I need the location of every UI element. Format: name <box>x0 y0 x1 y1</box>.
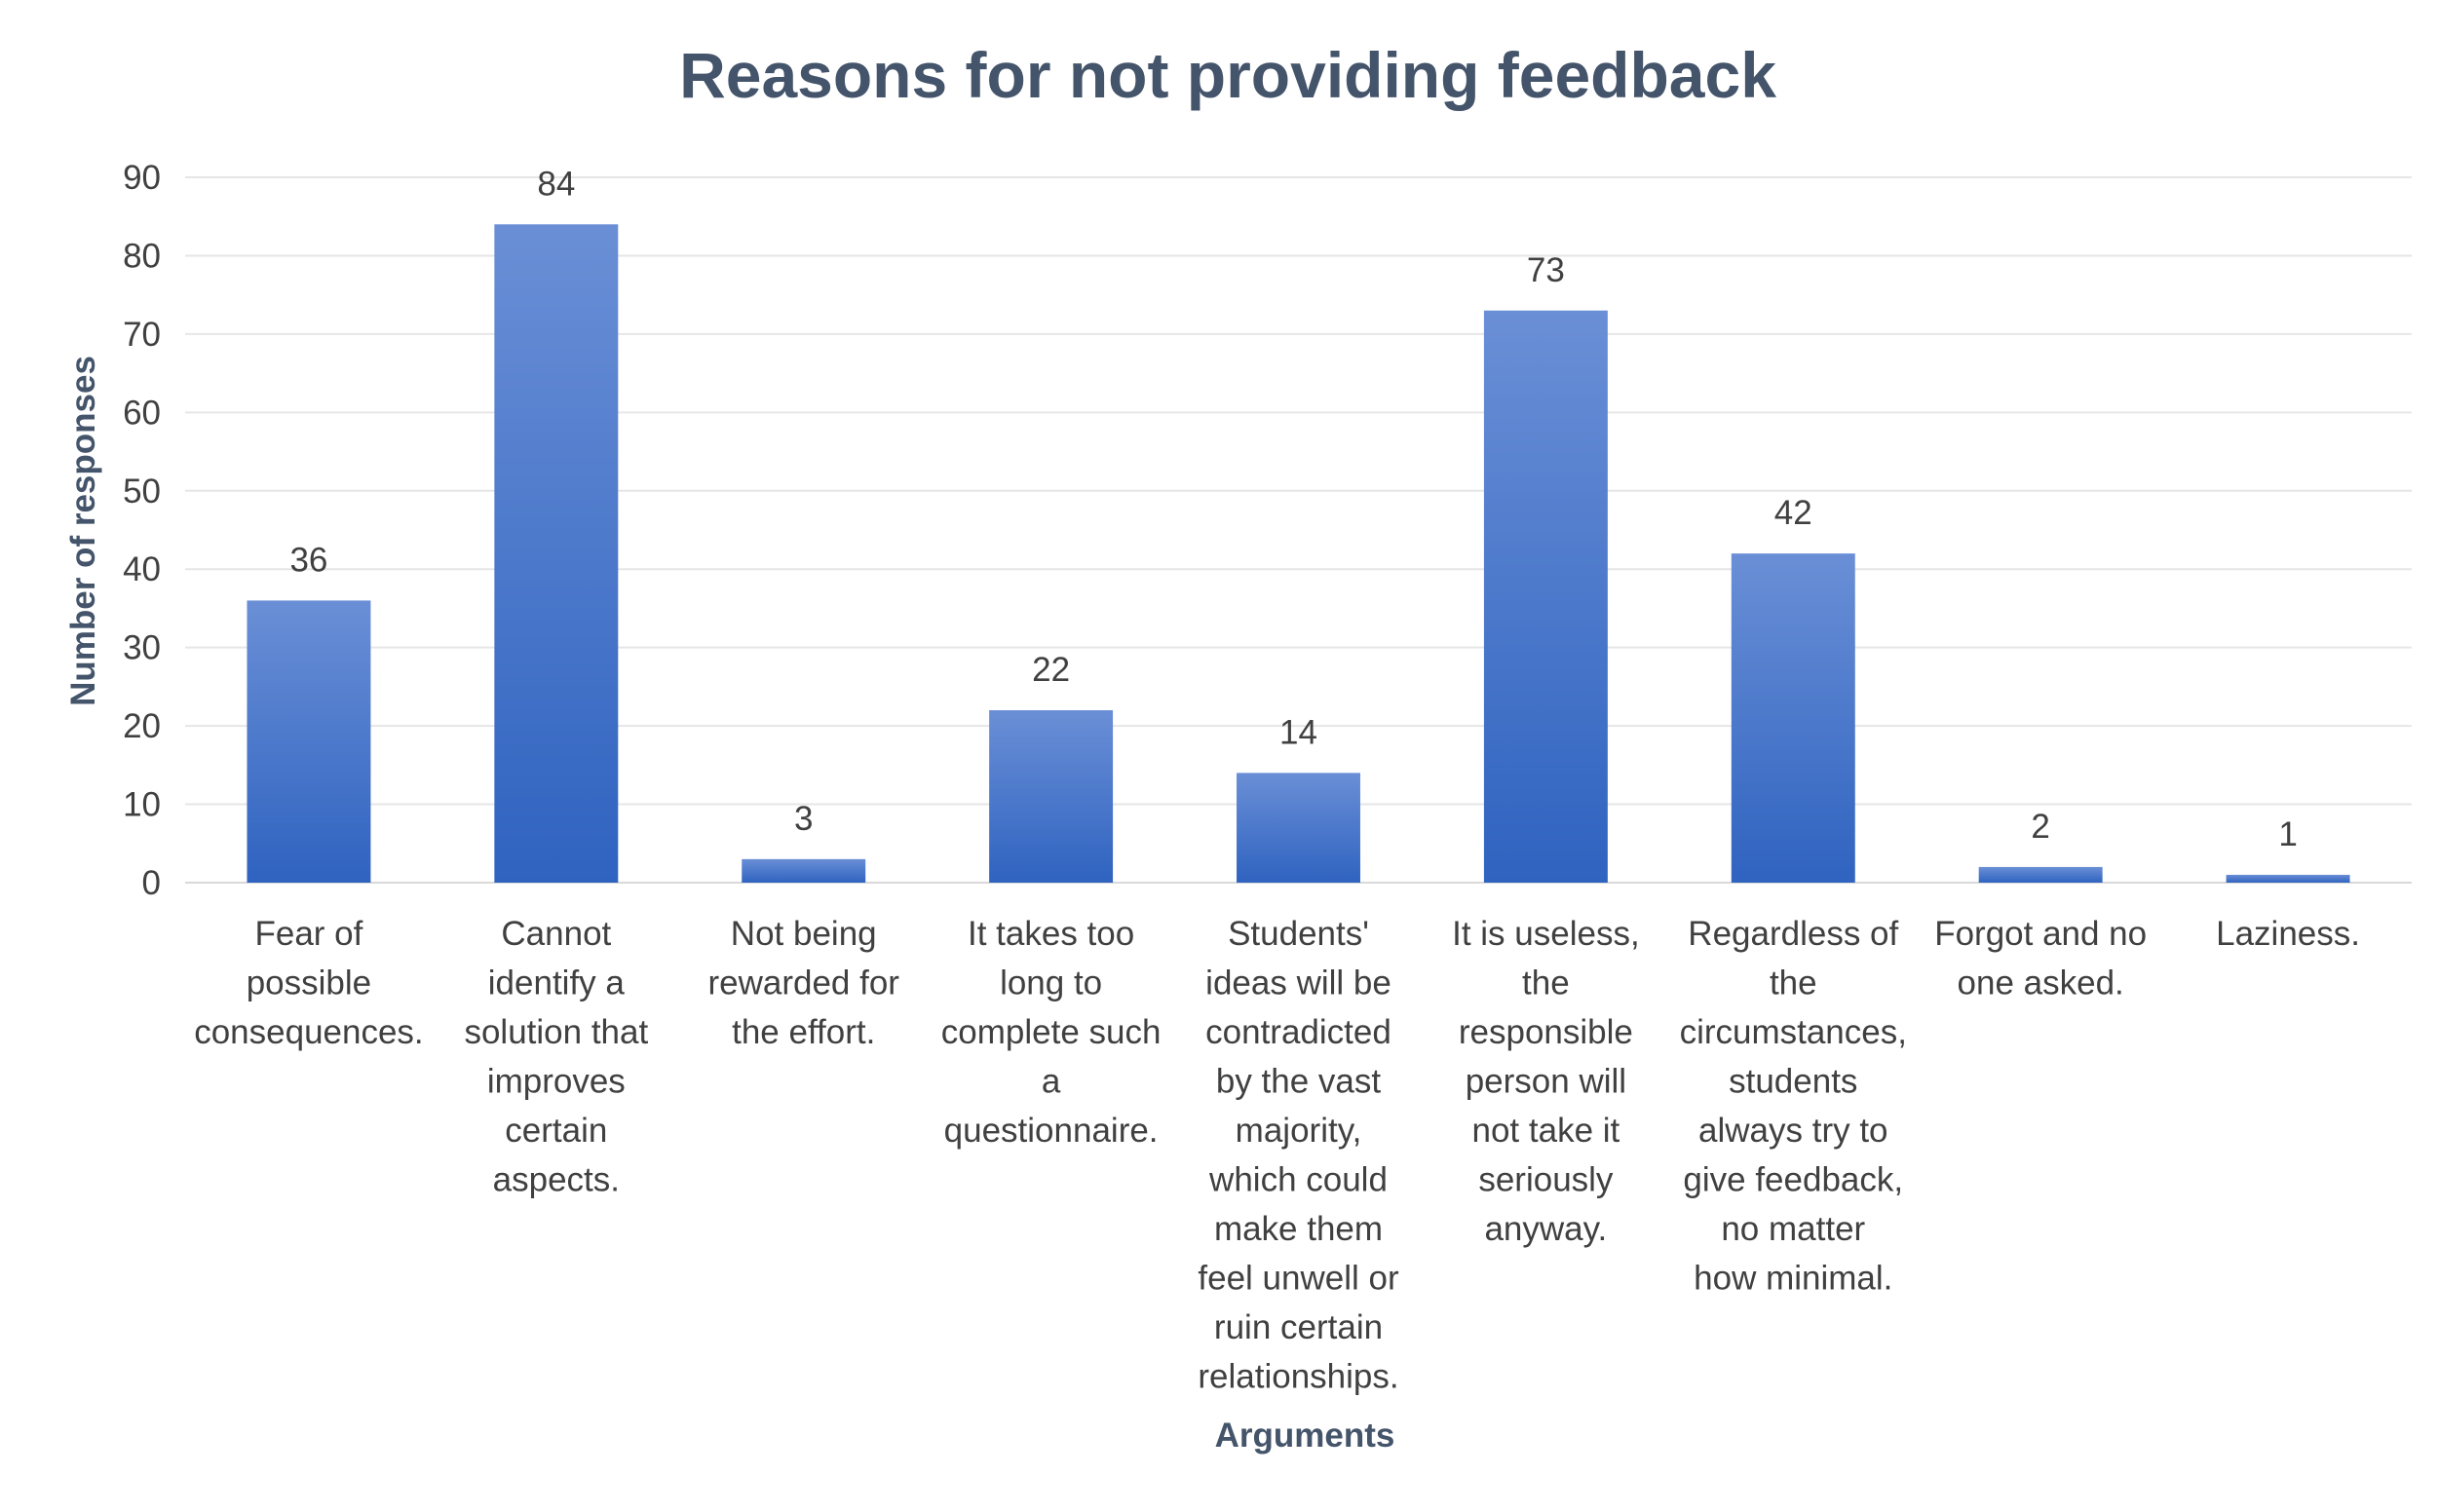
y-tick-label: 10 <box>123 786 161 824</box>
x-axis-categories: Fear of possible consequences. Cannot identi… <box>194 915 2360 1396</box>
category-label: Regardless of the circumstances, students al… <box>1680 915 1907 1298</box>
y-tick-label: 60 <box>123 394 161 432</box>
data-label: 2 <box>2031 808 2049 846</box>
data-label: 42 <box>1774 494 1812 532</box>
data-label: 1 <box>2278 815 2297 853</box>
category-label: It takes too long to complete such a questio… <box>941 915 1162 1150</box>
y-tick-label: 20 <box>123 707 161 745</box>
category-label: It is useless, the responsible person will n… <box>1452 915 1640 1248</box>
data-label: 22 <box>1032 651 1070 689</box>
chart-title: Reasons for not providing feedback <box>679 39 1776 111</box>
bar <box>247 600 371 883</box>
y-tick-label: 40 <box>123 550 161 588</box>
bar <box>1731 553 1855 883</box>
category-label: Fear of possible consequences. <box>194 915 423 1051</box>
data-label: 84 <box>537 165 575 203</box>
category-label: Laziness. <box>2216 915 2360 953</box>
category-label: Forgot and no one asked. <box>1934 915 2147 1002</box>
bar <box>989 710 1114 883</box>
y-tick-label: 90 <box>123 159 161 197</box>
category-label: Students' ideas will be contradicted by the… <box>1198 915 1399 1396</box>
data-labels: 36 84 3 22 14 73 42 2 1 <box>289 165 2297 853</box>
y-tick-label: 50 <box>123 472 161 510</box>
bar <box>742 858 866 883</box>
y-axis-ticks: 0 10 20 30 40 50 60 70 80 90 <box>123 159 161 902</box>
bars <box>247 224 2350 883</box>
bar <box>1237 773 1360 883</box>
bar <box>1483 310 1608 883</box>
y-axis-title: Number of responses <box>64 356 102 706</box>
y-tick-label: 70 <box>123 316 161 354</box>
data-label: 14 <box>1279 713 1317 751</box>
data-label: 36 <box>289 541 327 579</box>
category-label: Cannot identify a solution that improves cer… <box>464 915 648 1199</box>
category-label: Not being rewarded for the effort. <box>707 915 899 1051</box>
data-label: 73 <box>1527 251 1565 289</box>
y-tick-label: 30 <box>123 629 161 667</box>
data-label: 3 <box>794 800 813 838</box>
bar <box>2226 874 2350 883</box>
bar <box>494 224 619 883</box>
x-axis-title: Arguments <box>1215 1417 1395 1455</box>
y-tick-label: 0 <box>142 864 161 902</box>
bar <box>1978 866 2103 883</box>
y-tick-label: 80 <box>123 237 161 275</box>
